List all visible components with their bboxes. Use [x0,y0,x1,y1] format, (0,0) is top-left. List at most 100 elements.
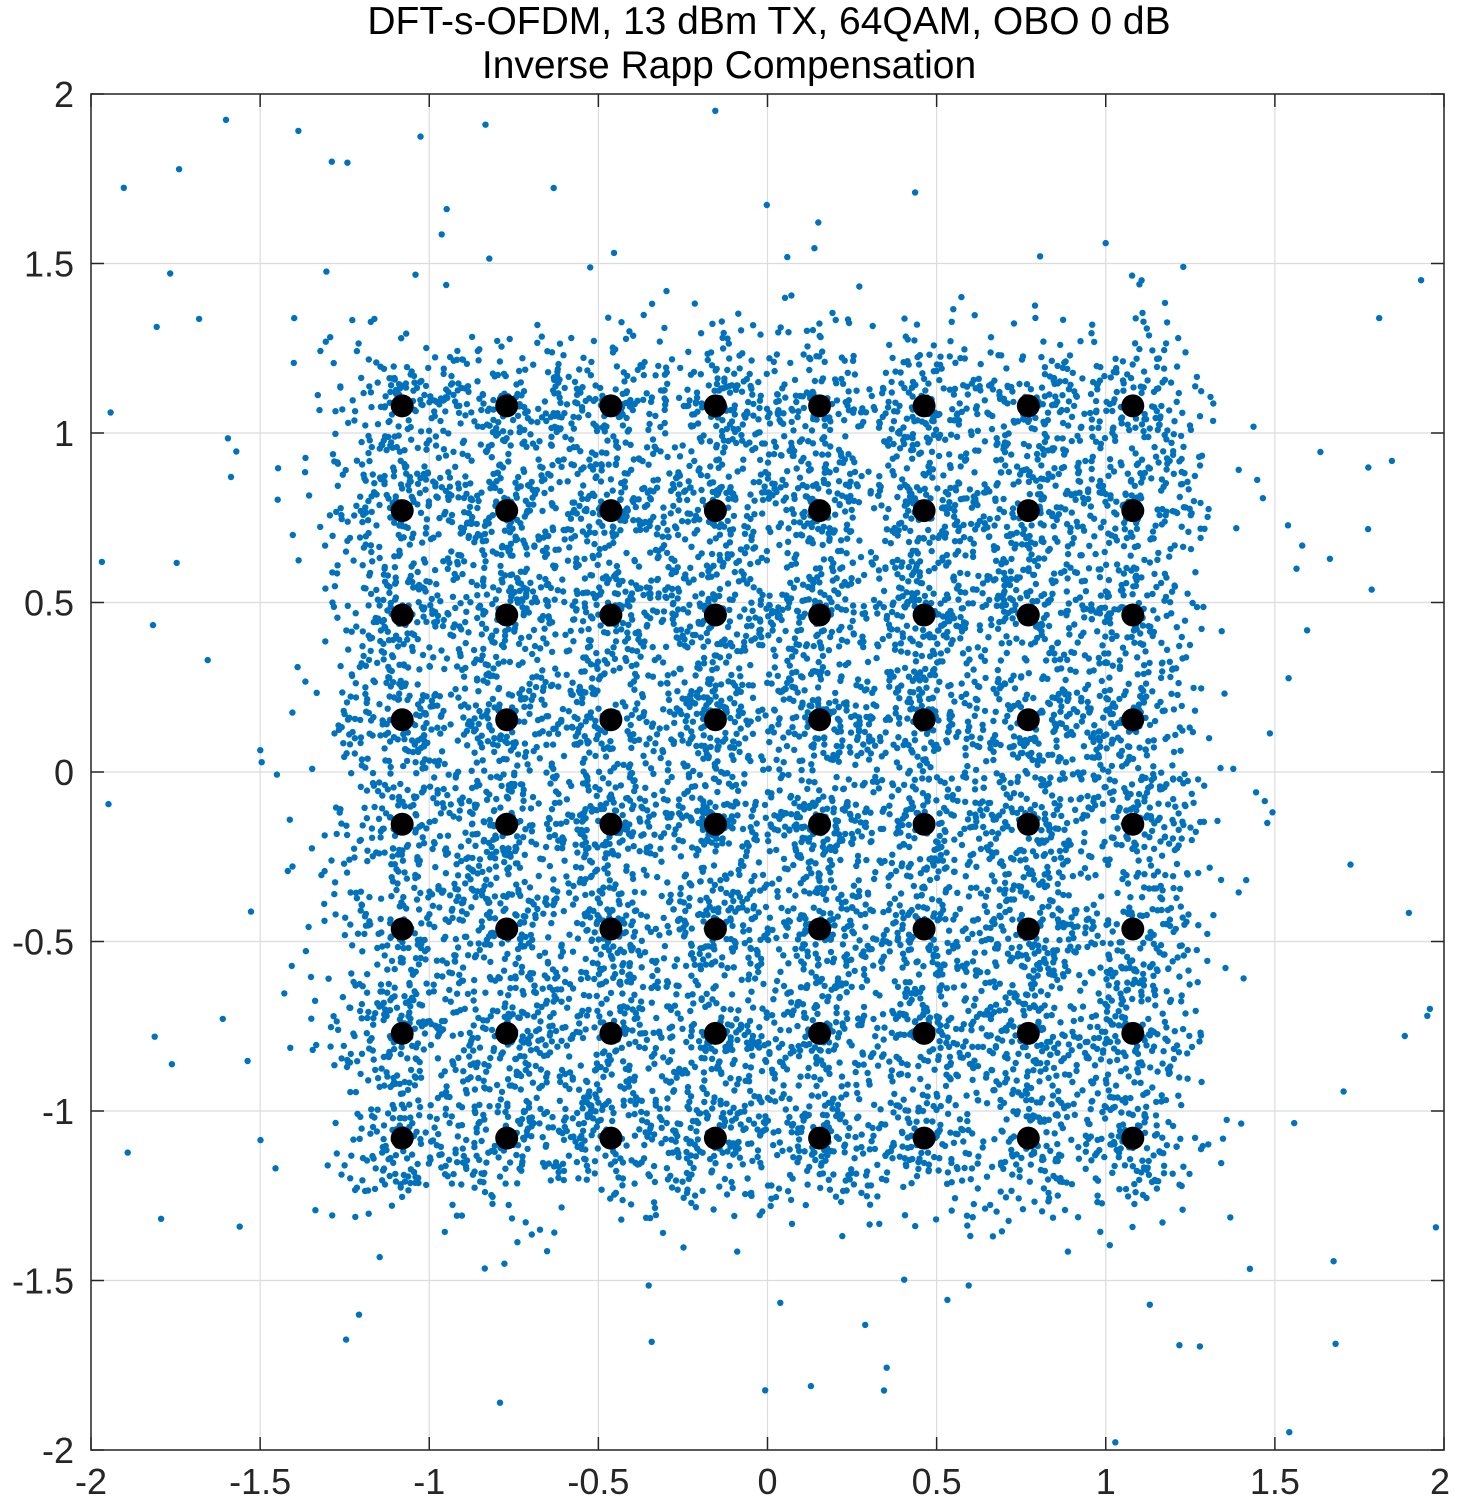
received-symbol-3854 [725,1040,733,1047]
received-symbol-3139 [632,706,639,713]
received-symbol-2076 [519,597,526,604]
received-symbol-3272 [623,549,630,557]
received-symbol-1494 [519,987,526,995]
received-symbol-2509 [562,1023,569,1031]
received-symbol-3460 [587,264,594,271]
received-symbol-320 [454,944,462,951]
received-symbol-2209 [486,514,493,521]
received-symbol-3676 [727,1124,735,1131]
received-symbol-3876 [736,1026,743,1033]
received-symbol-1395 [452,1066,459,1074]
received-symbol-906 [356,534,364,541]
received-symbol-2031 [473,677,481,684]
received-symbol-4540 [655,553,662,560]
received-symbol-508 [289,863,296,870]
received-symbol-3375 [589,509,597,517]
received-symbol-4182 [651,831,658,838]
received-symbol-4344 [543,741,550,748]
received-symbol-167 [358,1000,366,1008]
received-symbol-4229 [739,681,746,688]
received-symbol-3824 [742,1077,749,1085]
received-symbol-4503 [653,484,661,491]
received-symbol-2794 [579,1007,586,1014]
received-symbol-1937 [496,701,503,708]
received-symbol-383 [348,970,355,977]
received-symbol-861 [389,636,397,644]
received-symbol-2289 [513,381,520,388]
received-symbol-416 [366,893,373,901]
received-symbol-793 [414,619,421,626]
received-symbol-2942 [638,832,645,839]
received-symbol-1597 [463,933,470,940]
received-symbol-703 [394,736,401,743]
received-symbol-4159 [675,796,683,803]
received-symbol-3631 [647,1122,655,1129]
received-symbol-3502 [619,422,627,429]
received-symbol-4416 [700,694,707,701]
received-symbol-2538 [631,1132,639,1139]
received-symbol-4035 [680,933,688,940]
received-symbol-3120 [594,732,602,739]
received-symbol-3318 [607,476,615,483]
received-symbol-3597 [587,463,594,470]
received-symbol-3529 [570,444,577,451]
received-symbol-2770 [550,910,557,918]
received-symbol-884 [385,674,392,682]
received-symbol-4920 [806,1163,813,1171]
received-symbol-2296 [464,452,471,459]
received-symbol-537 [376,850,383,857]
received-symbol-1302 [536,1226,544,1233]
received-symbol-1476 [516,1044,523,1051]
received-symbol-1679 [524,907,532,914]
received-symbol-3106 [595,768,603,775]
received-symbol-4570 [644,501,651,509]
received-symbol-283 [379,988,386,995]
received-symbol-3329 [684,518,692,525]
received-symbol-3444 [580,464,587,471]
received-symbol-2438 [558,1204,565,1211]
received-symbol-4340 [743,717,750,724]
received-symbol-4855 [815,1093,822,1100]
received-symbol-57 [331,1062,338,1069]
received-symbol-2996 [563,818,570,825]
received-symbol-1162 [381,478,388,485]
received-symbol-33 [338,1171,345,1178]
received-symbol-1792 [488,851,496,858]
received-symbol-3194 [542,596,550,604]
received-symbol-2667 [621,1030,629,1038]
received-symbol-1554 [476,946,483,954]
received-symbol-3383 [573,563,580,571]
received-symbol-2130 [548,485,555,492]
received-symbol-716 [346,741,354,748]
received-symbol-2917 [677,853,685,860]
received-symbol-4906 [826,1186,834,1193]
received-symbol-2522 [583,1176,590,1183]
received-symbol-2741 [531,982,538,989]
received-symbol-326 [347,921,354,928]
received-symbol-1789 [480,818,487,825]
received-symbol-4347 [707,734,714,742]
received-symbol-1809 [520,797,527,804]
received-symbol-4763 [660,387,667,394]
received-symbol-3539 [578,404,586,411]
received-symbol-1890 [725,653,733,660]
received-symbol-4039 [638,937,645,944]
received-symbol-3431 [526,482,533,490]
received-symbol-3963 [637,911,645,918]
received-symbol-3167 [594,561,601,569]
received-symbol-1018 [423,524,430,531]
received-symbol-3564 [639,485,646,493]
received-symbol-353 [388,957,396,965]
received-symbol-4300 [722,735,729,743]
received-symbol-782 [367,647,374,655]
received-symbol-4928 [829,1105,836,1112]
received-symbol-2691 [582,1026,589,1033]
received-symbol-3684 [668,1136,675,1143]
received-symbol-4334 [735,707,743,714]
received-symbol-1 [458,1181,465,1188]
received-symbol-3894 [729,1046,736,1054]
received-symbol-544 [418,821,425,829]
received-symbol-3566 [548,349,556,356]
received-symbol-3629 [664,1105,671,1112]
received-symbol-2998 [578,811,585,818]
